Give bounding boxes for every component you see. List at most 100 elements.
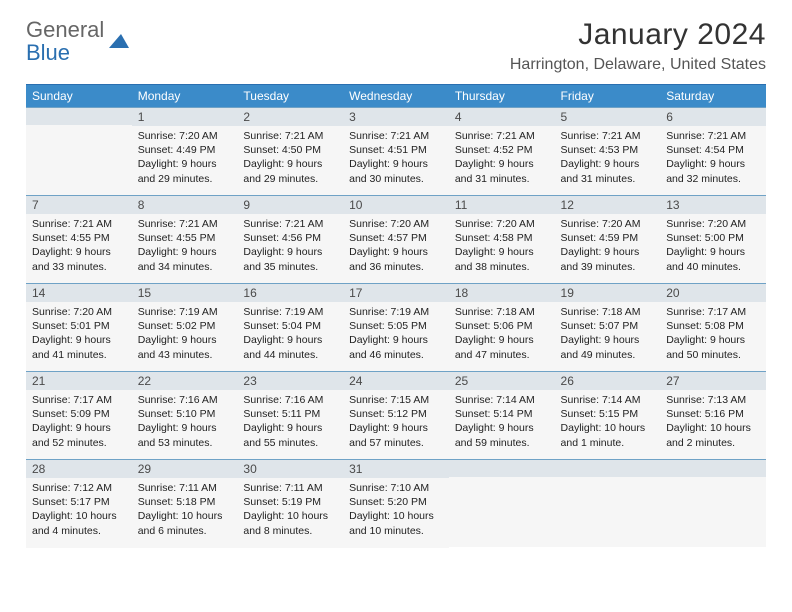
day-number: 26 (555, 371, 661, 390)
calendar-cell: 27Sunrise: 7:13 AMSunset: 5:16 PMDayligh… (660, 371, 766, 459)
day-details: Sunrise: 7:13 AMSunset: 5:16 PMDaylight:… (660, 390, 766, 460)
calendar-cell: 16Sunrise: 7:19 AMSunset: 5:04 PMDayligh… (237, 283, 343, 371)
calendar-cell (449, 459, 555, 547)
calendar-cell: 24Sunrise: 7:15 AMSunset: 5:12 PMDayligh… (343, 371, 449, 459)
empty-day-body (555, 477, 661, 547)
day-details: Sunrise: 7:20 AMSunset: 4:49 PMDaylight:… (132, 126, 238, 196)
calendar-cell: 10Sunrise: 7:20 AMSunset: 4:57 PMDayligh… (343, 195, 449, 283)
calendar-cell: 17Sunrise: 7:19 AMSunset: 5:05 PMDayligh… (343, 283, 449, 371)
calendar-cell: 3Sunrise: 7:21 AMSunset: 4:51 PMDaylight… (343, 107, 449, 195)
weekday-header: Thursday (449, 85, 555, 108)
weekday-header: Tuesday (237, 85, 343, 108)
calendar-cell: 12Sunrise: 7:20 AMSunset: 4:59 PMDayligh… (555, 195, 661, 283)
weekday-header: Sunday (26, 85, 132, 108)
calendar-cell (555, 459, 661, 547)
day-number: 31 (343, 459, 449, 478)
day-details: Sunrise: 7:20 AMSunset: 4:57 PMDaylight:… (343, 214, 449, 284)
calendar-cell (660, 459, 766, 547)
header: General Blue January 2024 Harrington, De… (26, 18, 766, 74)
calendar-cell: 21Sunrise: 7:17 AMSunset: 5:09 PMDayligh… (26, 371, 132, 459)
weekday-header: Wednesday (343, 85, 449, 108)
day-details: Sunrise: 7:21 AMSunset: 4:51 PMDaylight:… (343, 126, 449, 196)
calendar-cell: 19Sunrise: 7:18 AMSunset: 5:07 PMDayligh… (555, 283, 661, 371)
calendar-cell: 25Sunrise: 7:14 AMSunset: 5:14 PMDayligh… (449, 371, 555, 459)
day-details: Sunrise: 7:16 AMSunset: 5:10 PMDaylight:… (132, 390, 238, 460)
empty-day-body (26, 125, 132, 195)
day-details: Sunrise: 7:10 AMSunset: 5:20 PMDaylight:… (343, 478, 449, 548)
day-number: 9 (237, 195, 343, 214)
day-details: Sunrise: 7:16 AMSunset: 5:11 PMDaylight:… (237, 390, 343, 460)
day-details: Sunrise: 7:11 AMSunset: 5:18 PMDaylight:… (132, 478, 238, 548)
logo-blue: Blue (26, 40, 70, 65)
day-details: Sunrise: 7:14 AMSunset: 5:15 PMDaylight:… (555, 390, 661, 460)
calendar-cell: 13Sunrise: 7:20 AMSunset: 5:00 PMDayligh… (660, 195, 766, 283)
calendar-cell: 31Sunrise: 7:10 AMSunset: 5:20 PMDayligh… (343, 459, 449, 547)
weekday-header: Saturday (660, 85, 766, 108)
calendar-cell: 26Sunrise: 7:14 AMSunset: 5:15 PMDayligh… (555, 371, 661, 459)
calendar-cell: 29Sunrise: 7:11 AMSunset: 5:18 PMDayligh… (132, 459, 238, 547)
calendar-cell: 1Sunrise: 7:20 AMSunset: 4:49 PMDaylight… (132, 107, 238, 195)
day-number: 27 (660, 371, 766, 390)
day-number: 4 (449, 107, 555, 126)
day-number: 21 (26, 371, 132, 390)
day-number: 11 (449, 195, 555, 214)
day-number: 15 (132, 283, 238, 302)
day-details: Sunrise: 7:17 AMSunset: 5:08 PMDaylight:… (660, 302, 766, 372)
day-number: 25 (449, 371, 555, 390)
weekday-header: Monday (132, 85, 238, 108)
calendar-cell: 11Sunrise: 7:20 AMSunset: 4:58 PMDayligh… (449, 195, 555, 283)
day-number: 29 (132, 459, 238, 478)
day-number: 10 (343, 195, 449, 214)
empty-day-header (555, 459, 661, 477)
day-number: 18 (449, 283, 555, 302)
location: Harrington, Delaware, United States (510, 56, 766, 74)
day-number: 13 (660, 195, 766, 214)
calendar-cell: 5Sunrise: 7:21 AMSunset: 4:53 PMDaylight… (555, 107, 661, 195)
calendar-cell: 14Sunrise: 7:20 AMSunset: 5:01 PMDayligh… (26, 283, 132, 371)
day-details: Sunrise: 7:20 AMSunset: 4:59 PMDaylight:… (555, 214, 661, 284)
empty-day-body (449, 477, 555, 547)
calendar-cell: 20Sunrise: 7:17 AMSunset: 5:08 PMDayligh… (660, 283, 766, 371)
empty-day-header (660, 459, 766, 477)
empty-day-header (449, 459, 555, 477)
calendar-cell (26, 107, 132, 195)
day-details: Sunrise: 7:21 AMSunset: 4:55 PMDaylight:… (132, 214, 238, 284)
calendar-cell: 22Sunrise: 7:16 AMSunset: 5:10 PMDayligh… (132, 371, 238, 459)
month-title: January 2024 (510, 18, 766, 52)
day-number: 19 (555, 283, 661, 302)
day-details: Sunrise: 7:19 AMSunset: 5:02 PMDaylight:… (132, 302, 238, 372)
calendar-cell: 8Sunrise: 7:21 AMSunset: 4:55 PMDaylight… (132, 195, 238, 283)
day-number: 16 (237, 283, 343, 302)
day-number: 17 (343, 283, 449, 302)
calendar-cell: 30Sunrise: 7:11 AMSunset: 5:19 PMDayligh… (237, 459, 343, 547)
day-number: 6 (660, 107, 766, 126)
day-details: Sunrise: 7:14 AMSunset: 5:14 PMDaylight:… (449, 390, 555, 460)
logo-triangle-icon (107, 28, 131, 52)
day-details: Sunrise: 7:21 AMSunset: 4:55 PMDaylight:… (26, 214, 132, 284)
day-number: 30 (237, 459, 343, 478)
day-number: 22 (132, 371, 238, 390)
day-details: Sunrise: 7:21 AMSunset: 4:52 PMDaylight:… (449, 126, 555, 196)
day-details: Sunrise: 7:19 AMSunset: 5:05 PMDaylight:… (343, 302, 449, 372)
day-details: Sunrise: 7:18 AMSunset: 5:06 PMDaylight:… (449, 302, 555, 372)
logo: General Blue (26, 18, 131, 64)
day-details: Sunrise: 7:21 AMSunset: 4:54 PMDaylight:… (660, 126, 766, 196)
day-number: 7 (26, 195, 132, 214)
day-details: Sunrise: 7:19 AMSunset: 5:04 PMDaylight:… (237, 302, 343, 372)
day-details: Sunrise: 7:20 AMSunset: 5:01 PMDaylight:… (26, 302, 132, 372)
day-details: Sunrise: 7:12 AMSunset: 5:17 PMDaylight:… (26, 478, 132, 548)
day-number: 1 (132, 107, 238, 126)
day-number: 5 (555, 107, 661, 126)
day-number: 3 (343, 107, 449, 126)
day-number: 14 (26, 283, 132, 302)
calendar-cell: 23Sunrise: 7:16 AMSunset: 5:11 PMDayligh… (237, 371, 343, 459)
day-details: Sunrise: 7:21 AMSunset: 4:56 PMDaylight:… (237, 214, 343, 284)
calendar-cell: 2Sunrise: 7:21 AMSunset: 4:50 PMDaylight… (237, 107, 343, 195)
day-number: 20 (660, 283, 766, 302)
day-details: Sunrise: 7:17 AMSunset: 5:09 PMDaylight:… (26, 390, 132, 460)
logo-general: General (26, 17, 104, 42)
calendar-cell: 7Sunrise: 7:21 AMSunset: 4:55 PMDaylight… (26, 195, 132, 283)
calendar-cell: 9Sunrise: 7:21 AMSunset: 4:56 PMDaylight… (237, 195, 343, 283)
day-number: 8 (132, 195, 238, 214)
empty-day-body (660, 477, 766, 547)
